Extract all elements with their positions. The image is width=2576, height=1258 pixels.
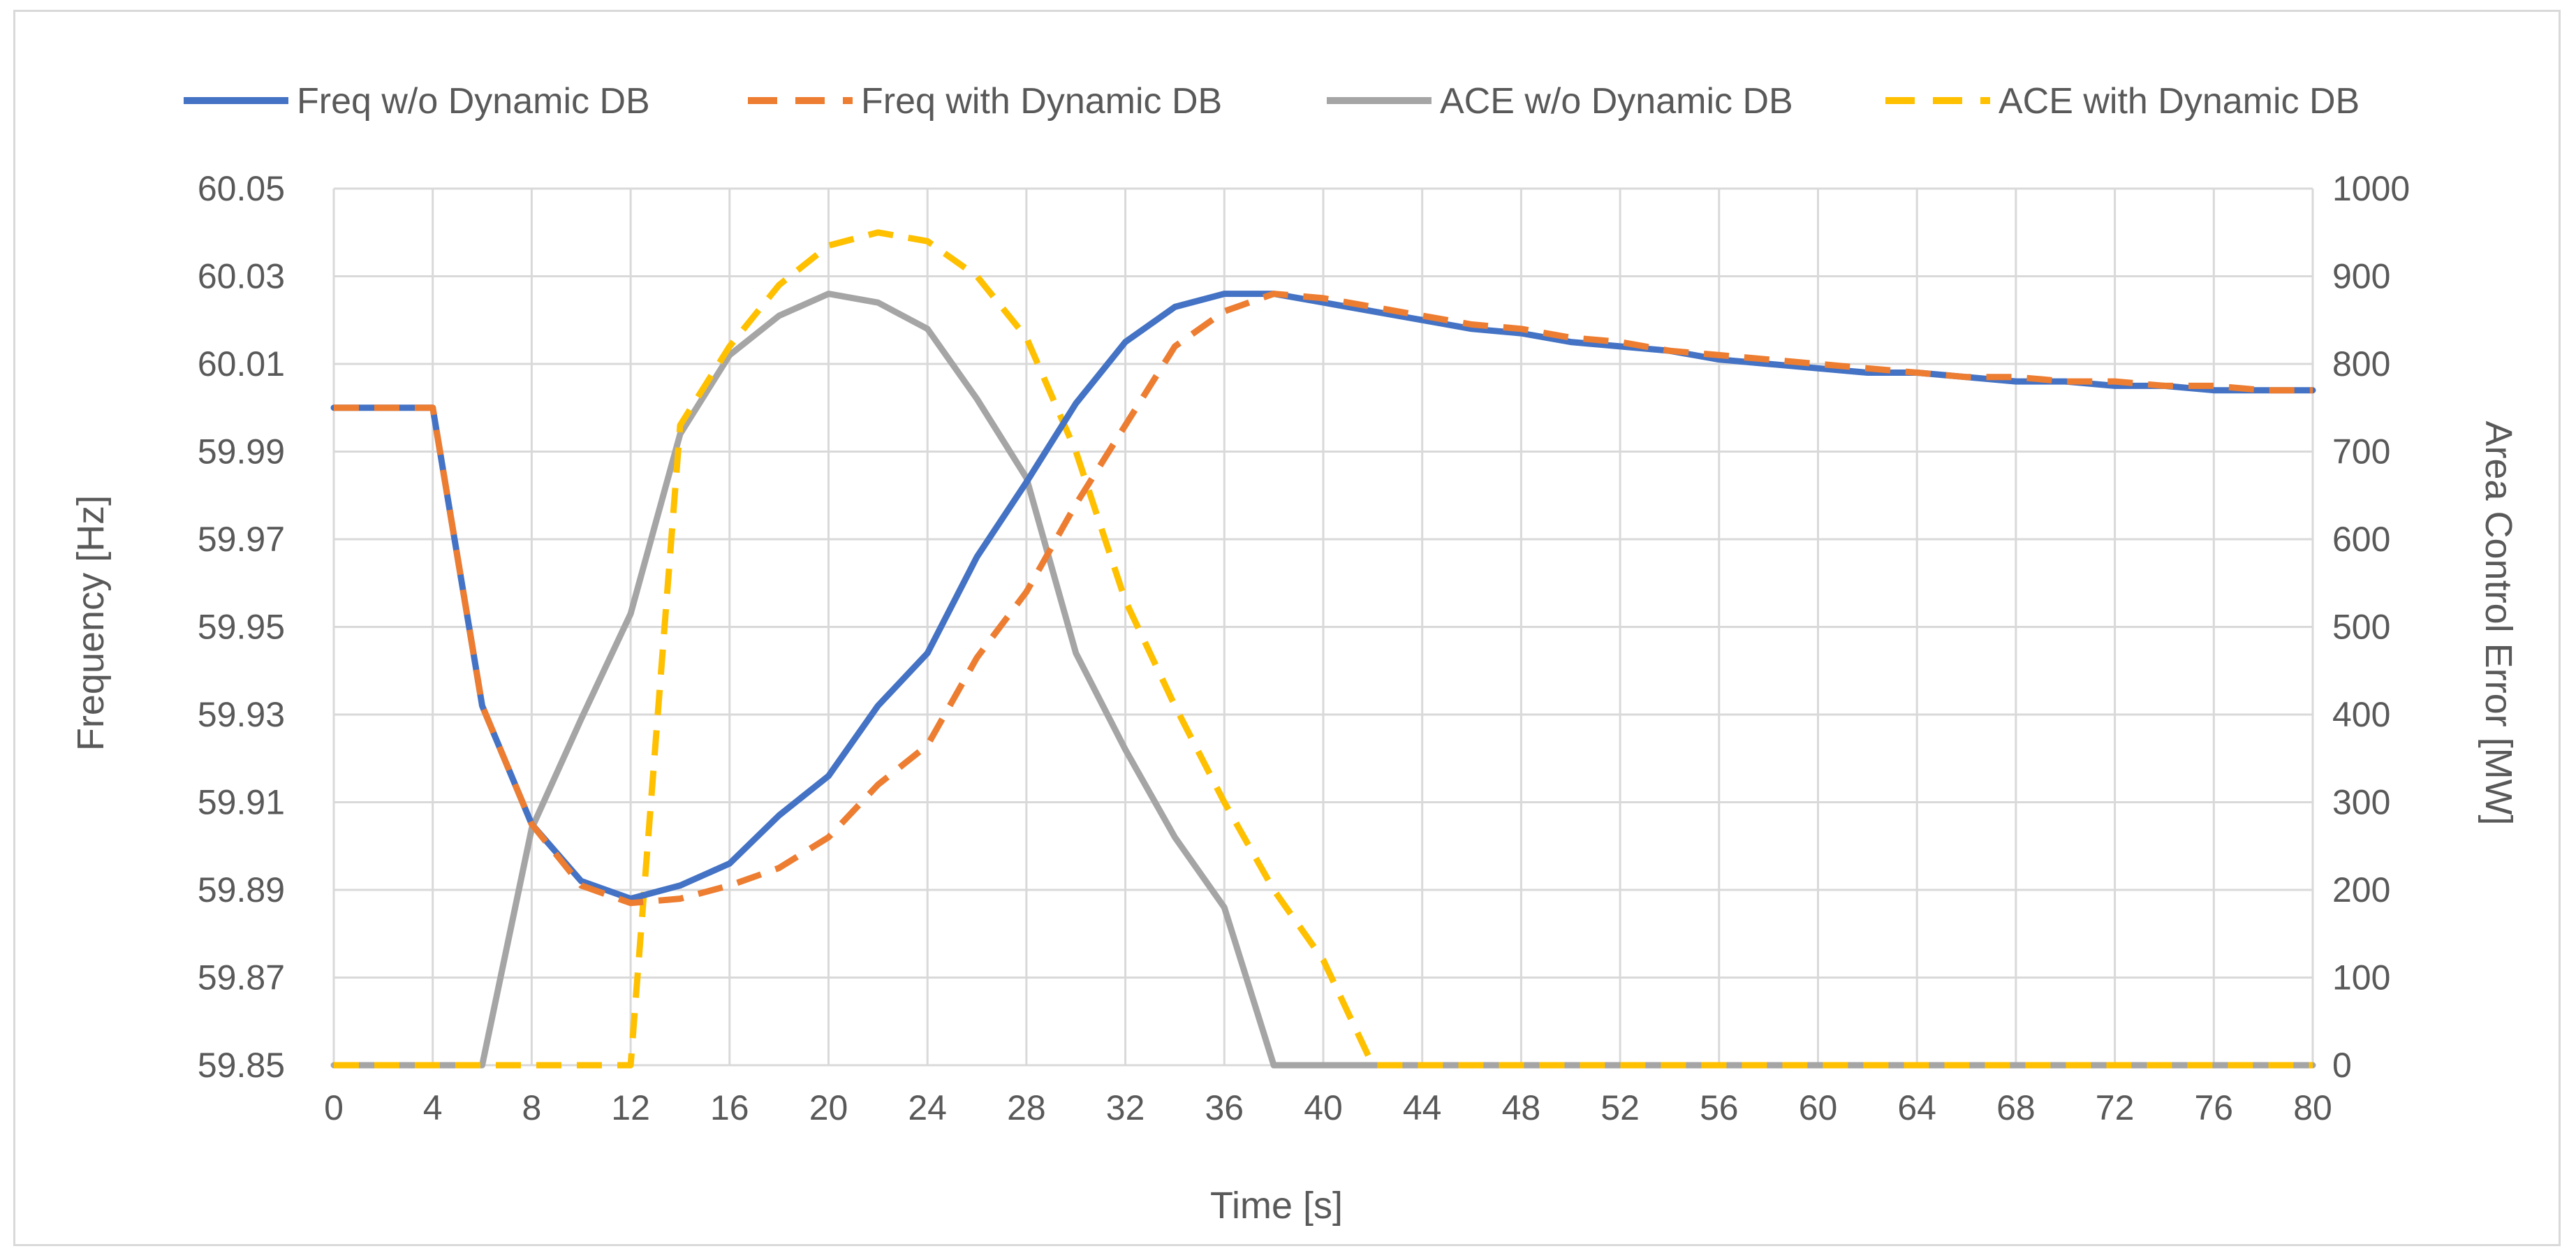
y-tick-label: 60.01 bbox=[198, 344, 285, 383]
y2-tick-label: 700 bbox=[2332, 432, 2390, 471]
series-lines bbox=[330, 229, 2316, 1069]
x-tick-label: 56 bbox=[1700, 1088, 1739, 1127]
y2-tick-label: 200 bbox=[2332, 870, 2390, 909]
x-tick-label: 80 bbox=[2293, 1088, 2332, 1127]
x-tick-label: 8 bbox=[522, 1088, 541, 1127]
legend-label-3: ACE with Dynamic DB bbox=[1999, 81, 2360, 122]
series-line-1 bbox=[334, 291, 2313, 907]
legend-label-2: ACE w/o Dynamic DB bbox=[1440, 81, 1793, 122]
y-tick-label: 59.85 bbox=[198, 1046, 285, 1085]
legend-label-0: Freq w/o Dynamic DB bbox=[297, 81, 650, 122]
x-tick-label: 20 bbox=[809, 1088, 848, 1127]
x-axis-title: Time [s] bbox=[1210, 1185, 1343, 1227]
series-line-0 bbox=[330, 291, 2316, 902]
y-tick-label: 59.97 bbox=[198, 520, 285, 559]
x-tick-label: 36 bbox=[1205, 1088, 1244, 1127]
y-tick-label: 59.95 bbox=[198, 608, 285, 647]
y2-tick-label: 400 bbox=[2332, 695, 2390, 734]
series-line-2 bbox=[330, 291, 2316, 1069]
y2-tick-label: 1000 bbox=[2332, 169, 2410, 208]
y-tick-label: 59.91 bbox=[198, 783, 285, 822]
x-tick-label: 28 bbox=[1007, 1088, 1046, 1127]
x-tick-label: 76 bbox=[2194, 1088, 2233, 1127]
y2-tick-label: 500 bbox=[2332, 608, 2390, 647]
x-tick-label: 4 bbox=[423, 1088, 443, 1127]
y-tick-label: 59.87 bbox=[198, 958, 285, 997]
y2-tick-label: 100 bbox=[2332, 958, 2390, 997]
y2-tick-label: 300 bbox=[2332, 783, 2390, 822]
y2-tick-label: 600 bbox=[2332, 520, 2390, 559]
legend: Freq w/o Dynamic DB Freq with Dynamic DB A… bbox=[184, 81, 2360, 122]
legend-label-1: Freq with Dynamic DB bbox=[861, 81, 1222, 122]
y-tick-label: 59.99 bbox=[198, 432, 285, 471]
grid bbox=[332, 187, 2314, 1067]
x-tick-label: 52 bbox=[1600, 1088, 1640, 1127]
x-tick-label: 16 bbox=[710, 1088, 749, 1127]
series-line-3 bbox=[334, 229, 2313, 1069]
y2-tick-label: 800 bbox=[2332, 344, 2390, 383]
x-tick-label: 60 bbox=[1799, 1088, 1838, 1127]
y-tick-label: 60.03 bbox=[198, 257, 285, 296]
y-tick-label: 60.05 bbox=[198, 169, 285, 208]
y-tick-label: 59.89 bbox=[198, 870, 285, 909]
x-tick-label: 48 bbox=[1502, 1088, 1541, 1127]
x-tick-label: 44 bbox=[1403, 1088, 1442, 1127]
x-tick-label: 64 bbox=[1897, 1088, 1936, 1127]
x-tick-label: 0 bbox=[324, 1088, 344, 1127]
x-tick-label: 40 bbox=[1304, 1088, 1343, 1127]
x-tick-label: 12 bbox=[611, 1088, 650, 1127]
y-axis-title: Frequency [Hz] bbox=[70, 495, 112, 751]
y2-tick-label: 0 bbox=[2332, 1046, 2352, 1085]
y2-axis-title: Area Control Error [MW] bbox=[2478, 420, 2519, 825]
y2-tick-label: 900 bbox=[2332, 257, 2390, 296]
y-tick-label: 59.93 bbox=[198, 695, 285, 734]
x-tick-label: 72 bbox=[2096, 1088, 2135, 1127]
x-tick-label: 32 bbox=[1106, 1088, 1145, 1127]
x-tick-label: 68 bbox=[1996, 1088, 2036, 1127]
x-tick-label: 24 bbox=[908, 1088, 947, 1127]
